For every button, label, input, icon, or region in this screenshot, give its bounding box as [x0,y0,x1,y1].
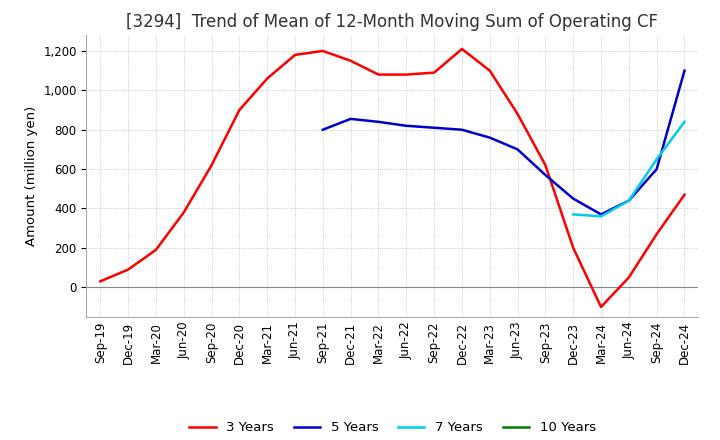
3 Years [124,267,132,272]
3 Years [680,192,689,198]
7 Years [680,119,689,125]
3 Years [597,304,606,310]
7 Years [652,157,661,162]
3 Years [207,162,216,168]
3 Years [485,68,494,73]
Legend: 3 Years, 5 Years, 7 Years, 10 Years: 3 Years, 5 Years, 7 Years, 10 Years [184,416,601,440]
5 Years [318,127,327,132]
3 Years [458,46,467,51]
7 Years [569,212,577,217]
3 Years [569,245,577,250]
5 Years [597,212,606,217]
3 Years [624,275,633,280]
3 Years [263,76,271,81]
3 Years [541,162,550,168]
3 Years [318,48,327,54]
5 Years [541,172,550,178]
3 Years [235,107,243,113]
5 Years [374,119,383,125]
3 Years [430,70,438,75]
5 Years [652,166,661,172]
Y-axis label: Amount (million yen): Amount (million yen) [24,106,37,246]
5 Years [346,116,355,121]
5 Years [624,198,633,203]
3 Years [346,58,355,63]
3 Years [179,210,188,215]
3 Years [402,72,410,77]
5 Years [402,123,410,128]
3 Years [291,52,300,58]
3 Years [374,72,383,77]
Line: 3 Years: 3 Years [100,49,685,307]
Line: 7 Years: 7 Years [573,122,685,216]
5 Years [569,196,577,201]
3 Years [96,279,104,284]
5 Years [485,135,494,140]
7 Years [624,198,633,203]
3 Years [652,231,661,237]
5 Years [430,125,438,130]
Line: 5 Years: 5 Years [323,71,685,214]
5 Years [458,127,467,132]
Title: [3294]  Trend of Mean of 12-Month Moving Sum of Operating CF: [3294] Trend of Mean of 12-Month Moving … [127,13,658,31]
3 Years [513,111,522,117]
7 Years [597,214,606,219]
5 Years [513,147,522,152]
5 Years [680,68,689,73]
3 Years [152,247,161,253]
